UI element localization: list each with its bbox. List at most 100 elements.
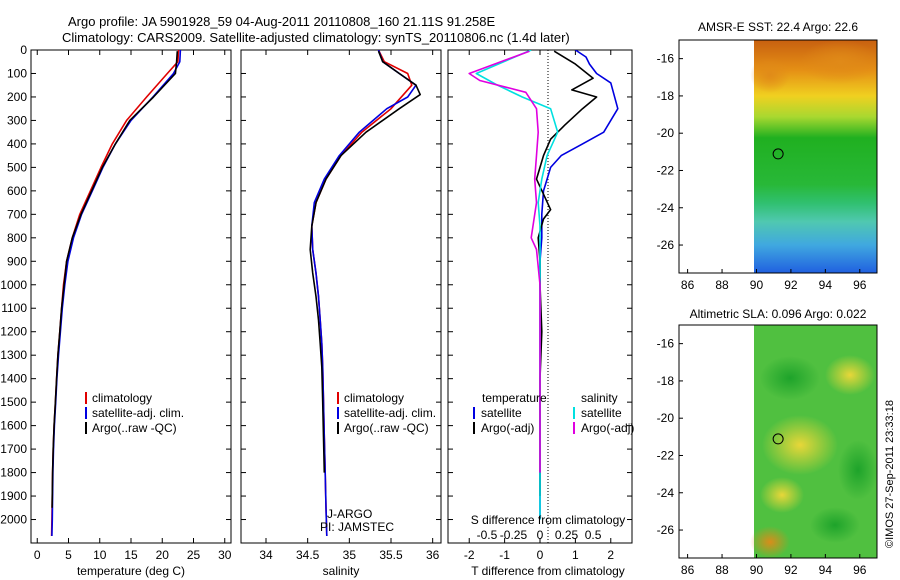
y-tick-label: 400 — [7, 137, 27, 151]
legend-title-temperature: temperature — [482, 391, 547, 405]
y-tick-label: 500 — [7, 160, 27, 174]
series-line-satellite-adj-clim- — [310, 50, 417, 537]
figure-title-line2: Climatology: CARS2009. Satellite-adjuste… — [62, 30, 570, 45]
sla-map-frame — [678, 324, 878, 559]
map-x-tick-label: 90 — [750, 563, 764, 577]
salinity-axes-box — [240, 49, 442, 544]
map-x-tick-label: 92 — [784, 563, 798, 577]
series-line-argo-adj- — [535, 50, 598, 496]
x-tick-label: -2 — [464, 548, 475, 562]
legend-climatology-label: climatology — [92, 391, 152, 405]
series-line-satellite — [539, 50, 619, 520]
x-tick-label: 0 — [537, 548, 544, 562]
salinity-xlabel: salinity — [323, 564, 360, 578]
argo-location-marker — [772, 433, 784, 445]
y-tick-label: 900 — [7, 254, 27, 268]
map-y-tick-label: -24 — [657, 201, 675, 215]
legend-climatology-label: climatology — [344, 391, 404, 405]
x-tick-label: 25 — [187, 548, 201, 562]
sla-map-title: Altimetric SLA: 0.096 Argo: 0.022 — [690, 307, 867, 321]
series-line-climatology — [50, 50, 180, 537]
x-tick-label: 36 — [426, 548, 440, 562]
x-tick-label: -1 — [499, 548, 510, 562]
y-tick-label: 1400 — [0, 372, 27, 386]
legend-argo-label: Argo(..raw -QC) — [92, 421, 177, 435]
map-y-tick-label: -16 — [657, 337, 675, 351]
map-x-tick-label: 86 — [681, 278, 695, 292]
x-tick-label: 0 — [34, 548, 41, 562]
y-tick-label: 600 — [7, 184, 27, 198]
legend-satellite-label: satellite-adj. clim. — [344, 406, 436, 420]
sla-map-no-data-area — [679, 325, 754, 558]
sla-map-high-patch — [825, 355, 875, 395]
sst-map-no-data-area — [679, 40, 754, 273]
y-tick-label: 200 — [7, 90, 27, 104]
sla-map-low-patch — [810, 507, 860, 543]
difference-legend: temperature satellite Argo(-adj) salinit… — [473, 391, 634, 435]
sla-map-panel: Altimetric SLA: 0.096 Argo: 0.022 86 88 90… — [657, 307, 878, 577]
series-line-argo-adj- — [468, 50, 541, 473]
legend-t-satellite-label: satellite — [481, 406, 522, 420]
map-x-tick-label: 96 — [853, 278, 867, 292]
map-y-tick-label: -24 — [657, 486, 675, 500]
series-line-argo-raw-qc- — [51, 51, 179, 508]
x-tick2-label: -0.5 — [477, 528, 498, 542]
copyright-stamp: ©IMOS 27-Sep-2011 23:33:18 — [884, 400, 896, 548]
series-line-satellite-adj-clim- — [51, 50, 182, 537]
y-tick-label: 700 — [7, 207, 27, 221]
map-x-tick-label: 96 — [853, 563, 867, 577]
x-tick-label: 20 — [156, 548, 170, 562]
y-tick-label: 300 — [7, 113, 27, 127]
y-tick-label: 1900 — [0, 489, 27, 503]
series-line-climatology — [310, 50, 413, 537]
x-tick-label: 35.5 — [379, 548, 403, 562]
temperature-legend: climatology satellite-adj. clim. Argo(..… — [85, 391, 184, 435]
y-tick-label: 1800 — [0, 466, 27, 480]
map-y-tick-label: -20 — [657, 411, 675, 425]
salinity-legend: climatology satellite-adj. clim. Argo(..… — [337, 391, 436, 435]
series-line-argo-raw-qc- — [309, 50, 422, 473]
x-tick-label: 35 — [343, 548, 357, 562]
sla-map-high-patch — [750, 526, 790, 558]
difference-xlabel-s: S difference from climatology — [471, 513, 626, 527]
map-x-tick-label: 94 — [819, 563, 833, 577]
x-tick2-label: 0.5 — [585, 528, 602, 542]
map-x-tick-label: 90 — [750, 278, 764, 292]
figure-title-line1: Argo profile: JA 5901928_59 04-Aug-2011 … — [68, 14, 496, 29]
temperature-axes-box — [30, 49, 232, 544]
sst-map-warm-patch — [750, 57, 790, 93]
y-tick-label: 1600 — [0, 419, 27, 433]
map-y-tick-label: -22 — [657, 163, 675, 177]
sla-map-high-patch — [760, 477, 804, 513]
legend-t-argo-label: Argo(-adj) — [481, 421, 534, 435]
map-y-tick-label: -26 — [657, 523, 675, 537]
annotation-j-argo: J-ARGO — [327, 507, 372, 521]
map-y-tick-label: -18 — [657, 374, 675, 388]
salinity-panel: 34 34.5 35 35.5 36 salinity climatology sate… — [240, 49, 442, 578]
sla-map-high-patch — [762, 415, 838, 475]
argo-location-marker — [772, 148, 784, 160]
map-x-tick-label: 88 — [715, 563, 729, 577]
x-tick2-label: -0.25 — [500, 528, 528, 542]
y-tick-label: 0 — [20, 43, 27, 57]
temperature-panel: 0100200300400500600700800900100011001200… — [0, 43, 231, 578]
legend-s-argo-label: Argo(-adj) — [581, 421, 634, 435]
x-tick2-label: 0 — [537, 528, 544, 542]
difference-xlabel-t: T difference from climatology — [471, 564, 625, 578]
series-line-satellite — [475, 50, 559, 520]
x-tick-label: 34 — [259, 548, 273, 562]
temperature-xlabel: temperature (deg C) — [77, 564, 185, 578]
annotation-pi: PI: JAMSTEC — [320, 520, 394, 534]
map-y-tick-label: -20 — [657, 126, 675, 140]
y-tick-label: 2000 — [0, 513, 27, 527]
x-tick-label: 10 — [93, 548, 107, 562]
map-y-tick-label: -26 — [657, 238, 675, 252]
sst-map-panel: AMSR-E SST: 22.4 Argo: 22.6 86 88 90 92 94 96… — [657, 20, 880, 292]
sst-map-title: AMSR-E SST: 22.4 Argo: 22.6 — [698, 20, 858, 34]
map-x-tick-label: 86 — [681, 563, 695, 577]
legend-satellite-label: satellite-adj. clim. — [92, 406, 184, 420]
map-y-tick-label: -18 — [657, 89, 675, 103]
legend-s-satellite-label: satellite — [581, 406, 622, 420]
map-x-tick-label: 88 — [715, 278, 729, 292]
